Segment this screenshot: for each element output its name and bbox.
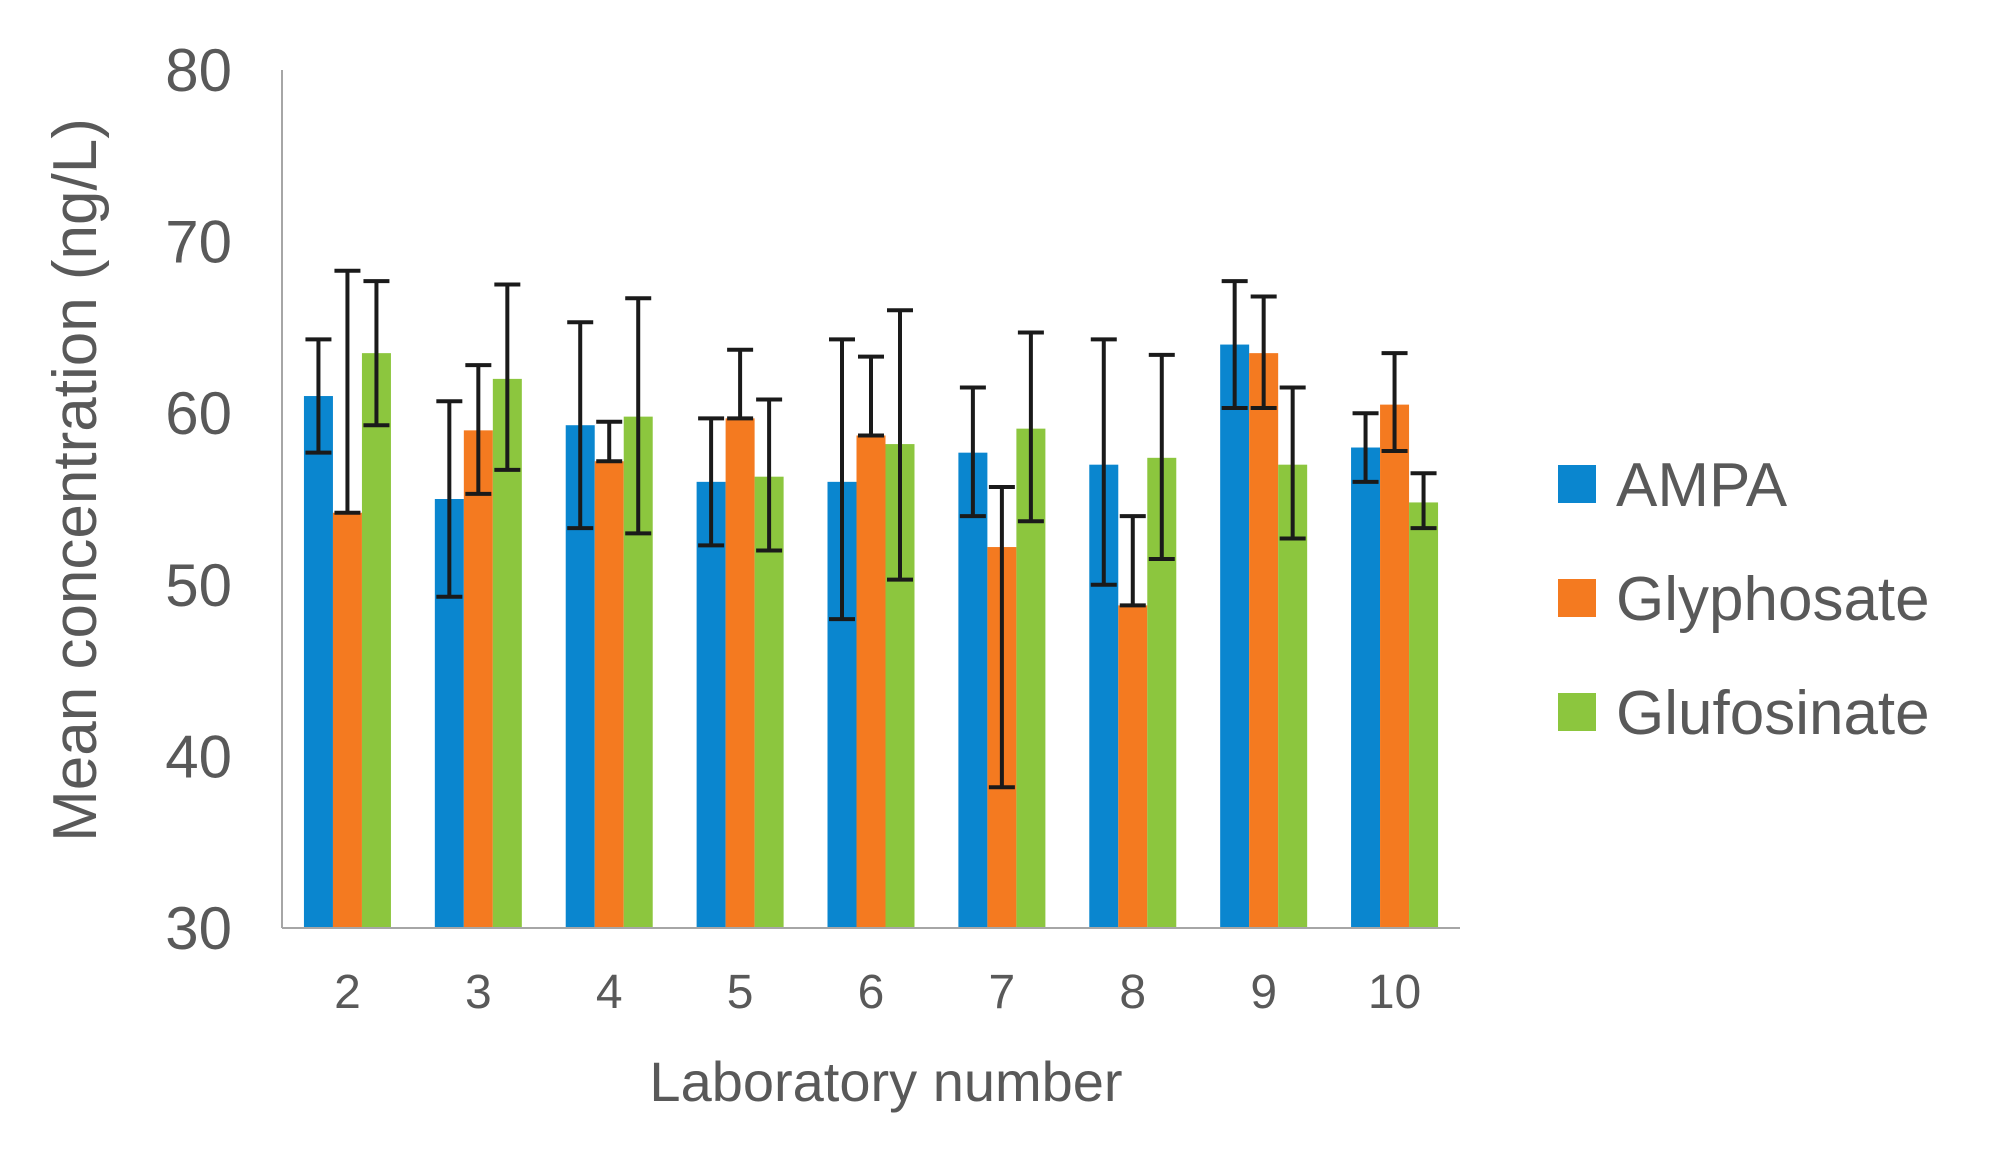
bar-ampa xyxy=(696,481,726,928)
error-bar-glyphosate xyxy=(334,268,361,515)
error-bar-glufosinate xyxy=(494,282,521,472)
x-tick-label: 4 xyxy=(596,966,623,1019)
y-tick-label: 80 xyxy=(165,37,232,104)
legend-swatch-ampa xyxy=(1558,465,1596,503)
error-bar-glyphosate xyxy=(727,347,754,421)
x-tick-label: 9 xyxy=(1250,966,1277,1019)
y-tick-label: 70 xyxy=(165,209,232,276)
error-bar-glyphosate xyxy=(988,484,1015,790)
bar-glyphosate xyxy=(856,435,886,928)
y-tick-label: 60 xyxy=(165,380,232,447)
bar-glufosinate xyxy=(1278,464,1308,928)
error-bars-layer xyxy=(305,268,1437,790)
y-tick-label: 50 xyxy=(165,552,232,619)
bar-ampa xyxy=(1351,447,1381,928)
error-bar-ampa xyxy=(1090,337,1117,587)
y-tick-label: 40 xyxy=(165,723,232,790)
bar-ampa xyxy=(303,396,333,928)
error-bar-glufosinate xyxy=(625,296,652,536)
x-tick-label: 10 xyxy=(1368,966,1421,1019)
x-tick-label: 7 xyxy=(989,966,1016,1019)
legend-label-ampa: AMPA xyxy=(1616,451,1788,520)
error-bar-glufosinate xyxy=(363,279,390,428)
error-bar-glufosinate xyxy=(1017,330,1044,524)
bar-glyphosate xyxy=(1249,353,1279,928)
bar-glyphosate xyxy=(594,461,624,928)
error-bar-ampa xyxy=(567,320,594,531)
error-bar-glyphosate xyxy=(465,363,492,496)
error-bar-glyphosate xyxy=(1119,514,1146,608)
x-tick-label: 3 xyxy=(465,966,492,1019)
x-tick-label: 5 xyxy=(727,966,754,1019)
bar-glyphosate xyxy=(332,512,362,928)
bar-glyphosate xyxy=(463,430,493,928)
error-bar-glufosinate xyxy=(1279,385,1306,541)
bar-glyphosate xyxy=(1118,605,1148,928)
y-axis-title: Mean concentration (ng/L) xyxy=(41,118,110,842)
x-tick-label: 6 xyxy=(858,966,885,1019)
error-bar-glufosinate xyxy=(1410,471,1437,531)
bar-glufosinate xyxy=(361,353,391,928)
y-tick-labels: 30 40 50 60 70 80 xyxy=(165,37,232,962)
x-tick-label: 2 xyxy=(334,966,361,1019)
error-bar-ampa xyxy=(698,416,725,548)
legend: AMPA Glyphosate Glufosinate xyxy=(1558,451,1930,748)
error-bar-glufosinate xyxy=(887,308,913,582)
bars-layer xyxy=(303,344,1439,928)
error-bar-ampa xyxy=(436,399,463,599)
error-bar-glyphosate xyxy=(596,419,623,464)
error-bar-glyphosate xyxy=(1250,294,1277,411)
legend-label-glufosinate: Glufosinate xyxy=(1616,679,1930,748)
x-axis-title: Laboratory number xyxy=(649,1050,1122,1113)
bar-ampa xyxy=(958,452,988,928)
error-bar-glyphosate xyxy=(858,354,884,438)
bar-glyphosate xyxy=(1380,404,1410,928)
bar-ampa xyxy=(1220,344,1250,928)
error-bar-ampa xyxy=(829,337,855,622)
bar-glufosinate xyxy=(1409,502,1439,928)
error-bar-glufosinate xyxy=(1148,352,1175,562)
error-bar-glufosinate xyxy=(756,397,783,553)
error-bar-glyphosate xyxy=(1381,351,1408,453)
error-bar-ampa xyxy=(1352,411,1379,484)
error-bar-ampa xyxy=(1221,279,1248,411)
error-bar-ampa xyxy=(305,337,332,455)
legend-swatch-glyphosate xyxy=(1558,579,1596,617)
x-tick-labels: 2 3 4 5 6 7 8 9 10 xyxy=(334,966,1421,1019)
x-tick-label: 8 xyxy=(1119,966,1146,1019)
legend-label-glyphosate: Glyphosate xyxy=(1616,565,1930,634)
error-bar-ampa xyxy=(959,385,986,519)
y-tick-label: 30 xyxy=(165,895,232,962)
legend-swatch-glufosinate xyxy=(1558,693,1596,731)
bar-glyphosate xyxy=(725,418,755,928)
